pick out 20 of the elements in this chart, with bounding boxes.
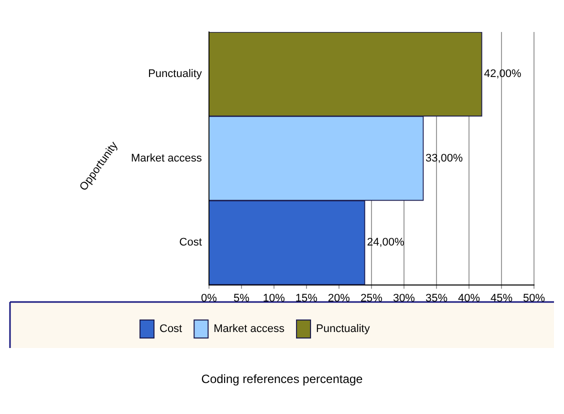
x-tick-label: 35% xyxy=(425,292,448,304)
data-label: 24,00% xyxy=(366,236,404,249)
legend-label: Punctuality xyxy=(316,323,370,336)
x-tick-label: 50% xyxy=(522,292,546,304)
x-tick-label: 30% xyxy=(392,292,416,304)
legend-label: Market access xyxy=(214,323,286,336)
data-label: 33,00% xyxy=(425,152,463,164)
y-tick-label: Cost xyxy=(179,236,202,249)
x-tick-label: 20% xyxy=(328,292,350,304)
x-tick-label: 25% xyxy=(360,292,383,304)
x-tick-label: 0% xyxy=(200,292,218,304)
x-tick-label: 40% xyxy=(458,292,480,304)
x-tick-label: 45% xyxy=(490,292,513,304)
x-tick-label: 5% xyxy=(233,292,250,304)
data-label: 42,00% xyxy=(484,68,522,80)
x-tick-label: 10% xyxy=(262,292,286,304)
text: Coding references percentage xyxy=(200,372,364,386)
x-tick-label: 15% xyxy=(295,292,318,304)
y-tick-label: Punctuality xyxy=(148,68,202,80)
y-tick-label: Market access xyxy=(130,152,202,164)
